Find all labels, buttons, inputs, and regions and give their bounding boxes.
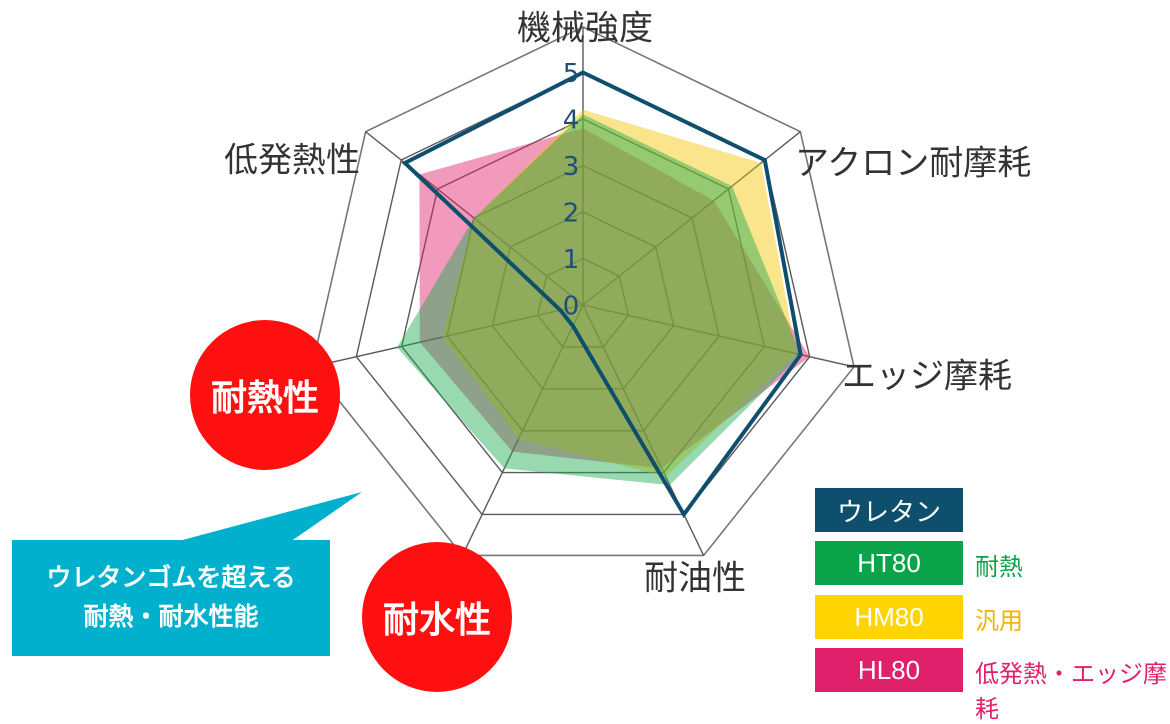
tick-label: 5 (563, 59, 580, 89)
callout-line1: ウレタンゴムを超える (46, 563, 296, 593)
series-urethane-line (401, 70, 803, 519)
tick-label: 4 (563, 106, 580, 136)
series-hm80-area (442, 109, 797, 477)
axis-label: 耐油性 (644, 559, 746, 599)
legend-hl80-desc: 低発熱・エッジ摩耗 (975, 660, 1167, 723)
series-ht80-area (397, 114, 801, 486)
series-hl80-area (419, 128, 810, 469)
axis-label: アクロン耐摩耗 (795, 144, 1031, 184)
grid-spoke (365, 131, 584, 306)
heat-resistance-badge: 耐熱性 (190, 320, 340, 470)
callout-line2: 耐熱・耐水性能 (83, 602, 259, 631)
axis-label: エッジ摩耗 (842, 357, 1012, 397)
grid-ring (446, 164, 720, 432)
axis-label: 機械強度 (517, 9, 653, 49)
callout-box: ウレタンゴムを超える 耐熱・耐水性能 (12, 540, 330, 656)
tick-label: 1 (563, 245, 580, 275)
grid-spoke (582, 304, 855, 368)
water-resistance-badge: 耐水性 (362, 542, 512, 692)
legend-hl80: HL80 (815, 648, 963, 692)
grid-outer-ring (311, 26, 855, 557)
legend-hm80: HM80 (815, 595, 963, 639)
tick-label: 2 (563, 199, 580, 229)
legend-ht80-desc: 耐熱 (975, 553, 1023, 581)
grid-spoke (461, 304, 584, 556)
tick-label: 3 (563, 152, 580, 182)
grid-ring (400, 118, 766, 474)
legend-ht80: HT80 (815, 541, 963, 585)
tick-label: 0 (563, 292, 580, 322)
axis-label: 低発熱性 (224, 141, 360, 181)
grid-spoke (311, 304, 584, 368)
legend-urethane: ウレタン (815, 488, 963, 532)
legend-hm80-desc: 汎用 (975, 607, 1023, 635)
